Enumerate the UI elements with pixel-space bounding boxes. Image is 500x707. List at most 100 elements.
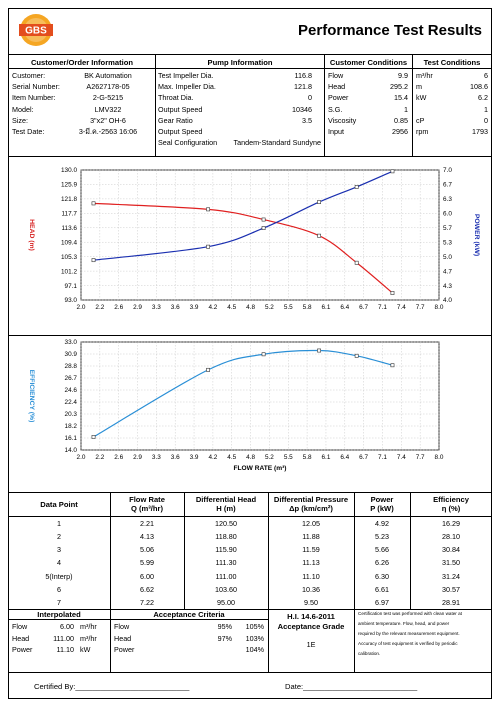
table-cell: 6.26 <box>375 558 389 568</box>
table-cell: 5.06 <box>140 545 154 555</box>
data-point <box>317 200 321 204</box>
acceptance-grade-label: Acceptance Grade <box>277 622 345 632</box>
hi-standard: H.I. 14.6-2011 <box>287 612 335 622</box>
date-line[interactable]: Date:___________________________ <box>285 682 418 691</box>
customer-info-value: 2-G-5215 <box>92 93 124 103</box>
table-cell: 16.29 <box>442 518 460 528</box>
plot-area <box>80 169 440 301</box>
x-tick-label: 3.6 <box>171 454 180 461</box>
y-tick-label: 28.8 <box>65 363 78 370</box>
table-header-unit: η (%) <box>441 504 461 513</box>
interpolated-unit: m³/hr <box>80 633 97 643</box>
table-cell: 2.21 <box>140 518 154 528</box>
x-tick-label: 5.8 <box>303 304 312 311</box>
data-point <box>390 291 395 295</box>
pump-info-heading: Pump Information <box>207 58 273 67</box>
plot-area <box>80 341 440 451</box>
customer-condition-value: 9.9 <box>398 71 408 80</box>
company-logo: GBS <box>16 12 56 48</box>
customer-info-value: A2627178-05 <box>86 82 130 92</box>
x-tick-label: 7.7 <box>416 454 425 461</box>
x-tick-label: 3.3 <box>152 454 161 461</box>
y-tick-label: 26.7 <box>65 375 78 382</box>
data-point <box>261 217 266 222</box>
pump-info-value: 3.5 <box>302 115 312 125</box>
x-tick-label: 3.3 <box>152 304 161 311</box>
y-tick-label: 30.9 <box>65 351 78 358</box>
x-tick-label: 6.4 <box>340 454 349 461</box>
y2-tick-label: 7.0 <box>443 167 452 174</box>
table-header: Differential Head <box>195 495 257 504</box>
y2-tick-label: 5.7 <box>443 225 452 232</box>
x-tick-label: 4.8 <box>246 454 255 461</box>
x-tick-label: 7.4 <box>397 454 406 461</box>
table-cell: 7.22 <box>140 598 154 608</box>
customer-info-label: Size: <box>12 115 28 125</box>
data-point <box>317 348 321 353</box>
table-cell: 3 <box>57 545 61 555</box>
acceptance-min: 95% <box>217 622 232 632</box>
certification-note: Accuracy of test equipment is verified b… <box>358 641 458 647</box>
table-cell: 31.24 <box>442 571 460 581</box>
y2-tick-label: 4.0 <box>443 297 452 304</box>
x-tick-label: 4.5 <box>227 304 236 311</box>
acceptance-min: 97% <box>217 633 232 643</box>
y-tick-label: 125.9 <box>61 182 77 189</box>
table-cell: 6 <box>57 585 61 594</box>
y-tick-label: 93.0 <box>65 297 78 304</box>
pump-info-label: Gear Ratio <box>158 115 193 125</box>
certified-by-line[interactable]: Certified By:___________________________ <box>34 682 190 691</box>
y2-axis-label: POWER (kW) <box>473 214 480 256</box>
customer-condition-label: Viscosity <box>328 115 357 125</box>
y-tick-label: 117.7 <box>61 211 77 218</box>
customer-info-label: Test Date: <box>12 127 45 136</box>
x-tick-label: 6.7 <box>359 304 368 311</box>
data-point <box>206 367 210 372</box>
x-tick-label: 7.1 <box>378 454 387 461</box>
y-tick-label: 16.1 <box>65 435 78 442</box>
y-axis-label: HEAD (m) <box>28 219 35 251</box>
x-tick-label: 2.9 <box>133 304 142 311</box>
pump-info-label: Max. Impeller Dia. <box>158 82 216 92</box>
y-tick-label: 101.2 <box>61 268 77 275</box>
data-point <box>91 435 96 439</box>
head-power-chart: 2.0 2.2 2.6 2.9 3.3 3.6 3.9 4.2 4.5 4.8 5.2 5.5 5.8 6… <box>28 167 480 311</box>
table-cell: 7 <box>57 598 61 608</box>
certification-note: ambient temperature. Flow, head, and pow… <box>358 621 450 627</box>
x-tick-label: 6.1 <box>322 454 331 461</box>
x-tick-label: 5.2 <box>265 454 274 461</box>
table-cell: 28.10 <box>442 531 460 541</box>
y-axis-label: EFFICIENCY (%) <box>28 370 35 423</box>
interpolated-heading: Interpolated <box>37 610 81 620</box>
test-condition-unit: kW <box>416 93 427 103</box>
table-cell: 95.00 <box>217 598 235 608</box>
acceptance-label: Head <box>114 633 132 643</box>
x-tick-label: 3.6 <box>171 304 180 311</box>
customer-info-label: Model: <box>12 104 34 114</box>
table-cell: 5.99 <box>140 558 154 568</box>
page-title: Performance Test Results <box>298 22 482 39</box>
data-point <box>354 260 359 265</box>
pump-info-value: 10346 <box>292 104 312 114</box>
x-tick-label: 2.6 <box>114 454 123 461</box>
y-tick-label: 14.0 <box>65 447 78 454</box>
y2-tick-label: 4.3 <box>443 283 452 290</box>
certification-note: Certification test was performed with cl… <box>358 611 462 617</box>
acceptance-max: 105% <box>245 622 264 632</box>
table-header: Flow Rate <box>129 495 165 504</box>
table-cell: 11.88 <box>302 531 320 541</box>
y2-tick-label: 4.7 <box>443 268 452 275</box>
x-tick-label: 2.2 <box>95 454 104 461</box>
y-tick-label: 33.0 <box>65 339 78 346</box>
customer-conditions-heading: Customer Conditions <box>329 58 408 67</box>
pump-info-value: 0 <box>308 93 312 103</box>
data-point <box>261 352 266 357</box>
y2-tick-label: 6.7 <box>443 182 452 189</box>
table-cell: 4.92 <box>375 518 389 528</box>
test-condition-value: 6.2 <box>478 93 488 103</box>
y-tick-label: 18.2 <box>65 423 78 430</box>
customer-condition-value: 295.2 <box>390 82 408 92</box>
interpolated-label: Power <box>12 645 33 655</box>
table-cell: 5(Interp) <box>45 571 73 581</box>
x-tick-label: 4.2 <box>208 304 217 311</box>
